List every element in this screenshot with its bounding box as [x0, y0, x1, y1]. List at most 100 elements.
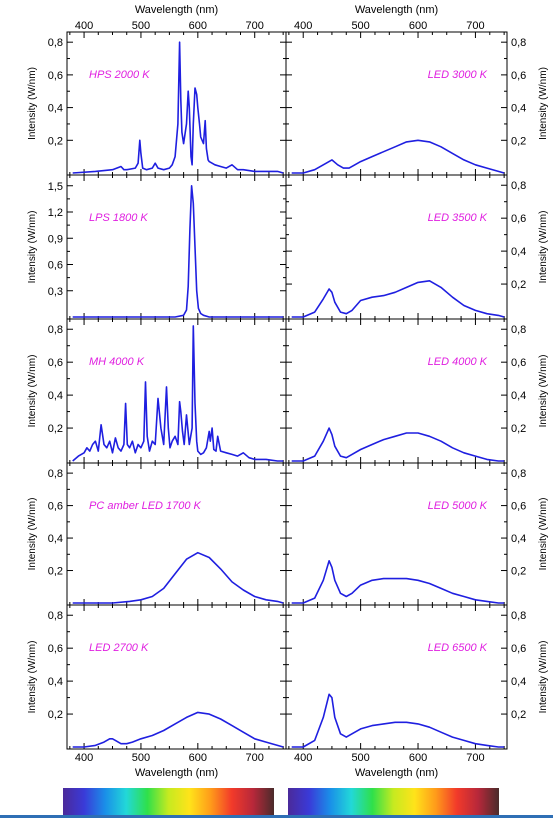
- y-tick-label: 0,4: [511, 533, 526, 545]
- y-axis-title-right: Intensity (W/nm): [538, 498, 549, 571]
- y-axis-title-left: Intensity (W/nm): [27, 355, 38, 428]
- y-tick-label: 0,2: [48, 566, 63, 578]
- x-tick-label-top: 700: [246, 20, 264, 32]
- panel-frame: [285, 174, 508, 320]
- y-tick-label: 1,2: [48, 207, 63, 219]
- y-axis-title-right: Intensity (W/nm): [538, 211, 549, 284]
- spectrum-line: [72, 551, 284, 604]
- panel-frame: [66, 462, 287, 606]
- panel-frame: [66, 604, 287, 750]
- x-tick-label-top: 600: [409, 20, 427, 32]
- y-tick-label: 0,8: [48, 324, 63, 336]
- y-axis-title-left: Intensity (W/nm): [27, 641, 38, 714]
- y-axis-title-right: Intensity (W/nm): [538, 67, 549, 140]
- panel-frame: [285, 31, 508, 176]
- y-tick-label: 0,8: [48, 37, 63, 49]
- panel-9: [285, 604, 508, 750]
- panel-0: [66, 31, 287, 176]
- y-tick-label: 0,4: [511, 246, 526, 258]
- y-tick-label: 0,6: [511, 357, 526, 369]
- x-tick-label-bottom: 600: [409, 752, 427, 764]
- y-tick-label: 0,6: [48, 260, 63, 272]
- y-tick-label: 0,4: [511, 676, 526, 688]
- y-tick-label: 0,2: [511, 279, 526, 291]
- y-axis-title-right: Intensity (W/nm): [538, 355, 549, 428]
- panel-label: PC amber LED 1700 K: [89, 500, 202, 512]
- x-tick-label-bottom: 400: [294, 752, 312, 764]
- visible-spectrum-bar-right: [288, 788, 499, 818]
- panel-label: LED 4000 K: [428, 356, 488, 368]
- spectrum-line: [72, 41, 284, 174]
- y-axis-title-left: Intensity (W/nm): [27, 67, 38, 140]
- y-tick-label: 0,2: [511, 566, 526, 578]
- y-tick-label: 0,2: [511, 135, 526, 147]
- y-tick-label: 0,4: [48, 103, 63, 115]
- panel-frame: [66, 31, 287, 176]
- y-tick-label: 0,8: [511, 324, 526, 336]
- bottom-rule: [0, 815, 553, 818]
- y-tick-label: 0,8: [511, 610, 526, 622]
- y-tick-label: 0,4: [48, 533, 63, 545]
- x-tick-label-top: 400: [294, 20, 312, 32]
- panel-label: LED 2700 K: [89, 642, 149, 654]
- y-tick-label: 0,3: [48, 286, 63, 298]
- panel-label: LPS 1800 K: [89, 212, 148, 224]
- spectrum-line: [72, 185, 284, 318]
- y-tick-label: 0,6: [511, 501, 526, 513]
- spectrum-line: [291, 279, 505, 318]
- x-tick-label-top: 600: [189, 20, 207, 32]
- y-axis-title-right: Intensity (W/nm): [538, 641, 549, 714]
- x-tick-label-bottom: 700: [246, 752, 264, 764]
- y-tick-label: 0,2: [511, 423, 526, 435]
- panel-4: [66, 318, 287, 464]
- spectrum-line: [291, 693, 505, 748]
- y-tick-label: 0,8: [48, 610, 63, 622]
- y-tick-label: 0,6: [48, 70, 63, 82]
- x-tick-label-bottom: 700: [466, 752, 484, 764]
- y-tick-label: 0,2: [48, 135, 63, 147]
- panel-frame: [66, 174, 287, 320]
- y-tick-label: 0,4: [511, 103, 526, 115]
- spectrum-line: [72, 325, 284, 462]
- panel-8: [66, 604, 287, 750]
- y-tick-label: 0,6: [48, 357, 63, 369]
- panel-frame: [285, 604, 508, 750]
- y-axis-title-left: Intensity (W/nm): [27, 211, 38, 284]
- y-tick-label: 0,4: [48, 676, 63, 688]
- panel-label: LED 5000 K: [428, 500, 488, 512]
- panel-label: MH 4000 K: [89, 356, 145, 368]
- y-tick-label: 1,5: [48, 181, 63, 193]
- y-tick-label: 0,4: [48, 390, 63, 402]
- x-tick-label-bottom: 400: [75, 752, 93, 764]
- panel-label: HPS 2000 K: [89, 69, 150, 81]
- visible-spectrum-bar-left: [63, 788, 274, 818]
- x-axis-title-top: Wavelength (nm): [355, 4, 438, 16]
- panel-3: [285, 174, 508, 320]
- spectrum-line: [291, 559, 505, 604]
- y-tick-label: 0,6: [48, 501, 63, 513]
- x-tick-label-bottom: 600: [189, 752, 207, 764]
- y-tick-label: 0,8: [511, 468, 526, 480]
- y-tick-label: 0,8: [511, 37, 526, 49]
- y-tick-label: 0,4: [511, 390, 526, 402]
- y-tick-label: 0,6: [511, 643, 526, 655]
- x-tick-label-top: 700: [466, 20, 484, 32]
- panel-2: [66, 174, 287, 320]
- panel-frame: [285, 462, 508, 606]
- spectrum-line: [72, 711, 284, 748]
- panel-7: [285, 462, 508, 606]
- y-tick-label: 0,8: [511, 180, 526, 192]
- x-tick-label-top: 500: [351, 20, 369, 32]
- y-axis-title-left: Intensity (W/nm): [27, 498, 38, 571]
- spectrum-line: [291, 139, 505, 174]
- panel-5: [285, 318, 508, 464]
- spectrum-line: [291, 427, 505, 462]
- panel-label: LED 6500 K: [428, 642, 488, 654]
- panel-frame: [285, 318, 508, 464]
- panel-label: LED 3000 K: [428, 69, 488, 81]
- y-tick-label: 0,9: [48, 233, 63, 245]
- panel-1: [285, 31, 508, 176]
- x-tick-label-top: 500: [132, 20, 150, 32]
- x-axis-title-top: Wavelength (nm): [135, 4, 218, 16]
- y-tick-label: 0,6: [48, 643, 63, 655]
